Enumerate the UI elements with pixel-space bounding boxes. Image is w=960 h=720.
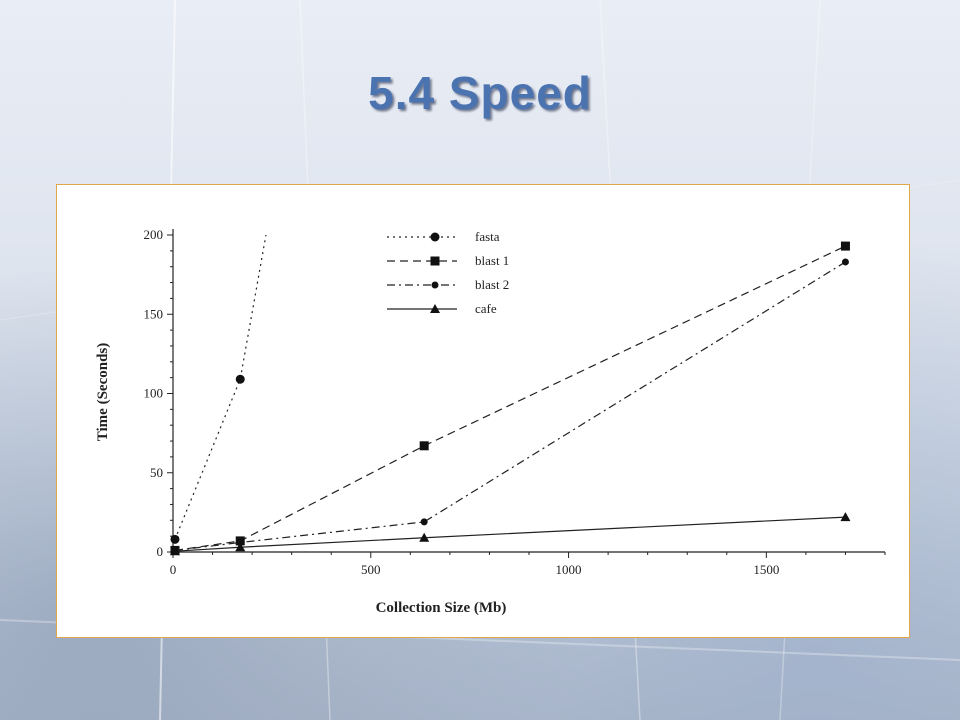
data-point-blast-1 [840, 241, 850, 251]
x-tick-label: 1000 [556, 562, 582, 577]
y-axis-title: Time (Seconds) [95, 343, 111, 441]
y-tick-label: 150 [144, 306, 164, 321]
y-tick-label: 0 [157, 544, 164, 559]
data-point-blast-2 [420, 518, 428, 526]
x-tick-label: 1500 [753, 562, 779, 577]
data-point-blast-1 [419, 441, 429, 451]
chart-frame: 0 500 1000 1500 0 50 100 150 200 fasta blast 1 bla… [56, 184, 910, 638]
legend-marker-blast-2 [431, 281, 439, 289]
series-fasta [170, 234, 267, 544]
chart-series [169, 234, 851, 556]
series-blast-2 [171, 258, 849, 554]
chart-legend: fasta blast 1 blast 2 cafe [387, 229, 509, 316]
series-line-cafe [174, 516, 846, 552]
speed-line-chart: 0 500 1000 1500 0 50 100 150 200 fasta blast 1 bla… [95, 227, 886, 616]
data-point-cafe [235, 542, 246, 552]
y-tick-label: 100 [144, 386, 164, 401]
series-line-fasta [174, 234, 267, 540]
legend-label-blast-1: blast 1 [475, 253, 509, 268]
legend-label-fasta: fasta [475, 229, 500, 244]
legend-label-cafe: cafe [475, 301, 497, 316]
y-tick-label: 200 [144, 227, 164, 242]
y-tick-label: 50 [150, 465, 163, 480]
x-axis-title: Collection Size (Mb) [376, 600, 507, 616]
series-blast-1 [170, 241, 850, 555]
series-line-blast-1 [174, 245, 846, 552]
data-point-cafe [169, 546, 180, 556]
data-point-fasta [235, 374, 245, 384]
data-point-fasta [170, 534, 180, 544]
legend-marker-blast-1 [430, 256, 440, 266]
legend-label-blast-2: blast 2 [475, 277, 509, 292]
x-tick-label: 0 [170, 562, 177, 577]
data-point-cafe [840, 512, 851, 522]
legend-marker-fasta [430, 232, 440, 242]
series-line-blast-2 [174, 261, 846, 552]
data-point-cafe [419, 532, 430, 542]
chart-axes: 0 500 1000 1500 0 50 100 150 200 [144, 227, 886, 577]
series-cafe [169, 512, 851, 556]
legend-marker-cafe [430, 304, 440, 313]
slide-title: 5.4 Speed [368, 67, 592, 119]
x-tick-label: 500 [361, 562, 381, 577]
data-point-blast-2 [841, 258, 849, 266]
